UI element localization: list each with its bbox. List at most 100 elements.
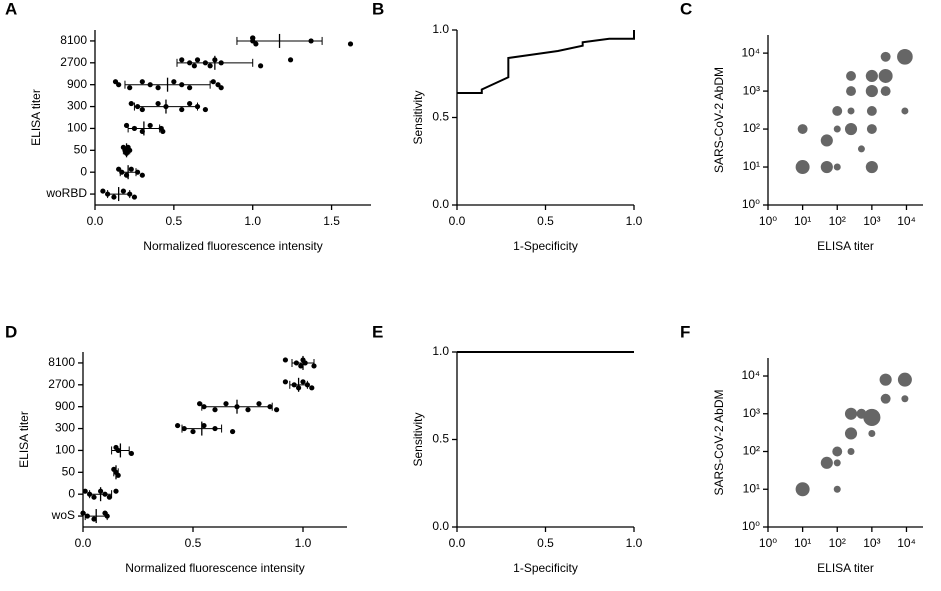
data-point	[113, 488, 119, 494]
bubble	[879, 373, 892, 386]
y-tick-label: woRBD	[45, 186, 87, 200]
bubble	[857, 145, 865, 153]
data-point	[139, 172, 145, 178]
data-point	[84, 513, 90, 519]
y-axis-label: Sensitivity	[411, 412, 425, 466]
data-point	[104, 513, 110, 519]
y-tick-label: 2700	[60, 55, 87, 69]
bubble	[844, 407, 858, 420]
data-point	[155, 100, 161, 107]
bubble	[795, 160, 810, 175]
data-point	[250, 35, 256, 41]
y-tick-label: 10⁰	[742, 197, 760, 211]
y-tick-label: 300	[67, 99, 87, 113]
y-tick-label: 2700	[48, 377, 75, 391]
bubble	[846, 71, 856, 81]
data-point	[190, 428, 196, 435]
data-point	[87, 491, 93, 497]
x-tick-label: 10⁴	[897, 536, 916, 550]
x-tick-label: 10⁰	[759, 536, 777, 550]
data-point	[139, 79, 145, 85]
y-tick-label: 100	[55, 443, 75, 457]
data-point	[291, 382, 297, 388]
data-point	[187, 100, 193, 107]
y-tick-label: 0.0	[432, 197, 449, 211]
data-point	[160, 128, 166, 135]
y-tick-label: 100	[67, 121, 87, 135]
bubble	[844, 122, 858, 136]
data-point	[309, 385, 315, 391]
bubble	[833, 125, 841, 133]
data-point	[179, 82, 185, 88]
bubble	[865, 85, 878, 98]
data-point	[230, 428, 236, 435]
bubble	[868, 429, 876, 437]
data-point	[245, 407, 251, 413]
data-point	[296, 385, 302, 391]
panel-label: A	[5, 0, 17, 18]
bubble	[833, 459, 841, 467]
y-tick-label: 0	[68, 486, 75, 500]
bubble	[820, 456, 833, 469]
bubble	[863, 408, 881, 426]
y-tick-label: 50	[74, 142, 88, 156]
data-point	[311, 363, 317, 369]
data-point	[82, 488, 88, 494]
x-tick-label: 10¹	[794, 536, 811, 550]
data-point	[134, 169, 141, 175]
data-point	[102, 491, 108, 497]
bubble	[832, 105, 843, 116]
bubble	[795, 482, 810, 497]
y-axis-label: ELISA titer	[17, 411, 31, 468]
data-point	[201, 422, 207, 429]
panel-label: C	[680, 0, 692, 18]
data-point	[91, 516, 97, 522]
panel-label: B	[372, 0, 384, 18]
bubble	[866, 105, 877, 116]
x-axis-label: Normalized fluorescence intensity	[125, 561, 304, 575]
x-tick-label: 10²	[829, 536, 846, 550]
data-point	[293, 360, 299, 366]
data-point	[131, 125, 138, 132]
data-point	[111, 194, 117, 200]
data-point	[100, 188, 106, 194]
data-point	[163, 103, 169, 110]
y-tick-label: 10³	[743, 406, 760, 420]
y-axis-label: ELISA titer	[29, 89, 43, 146]
panel-label: F	[680, 322, 690, 341]
data-point	[80, 510, 86, 516]
bubble	[880, 393, 891, 404]
data-point	[212, 57, 218, 63]
x-axis-label: ELISA titer	[817, 561, 874, 575]
bubble	[901, 107, 909, 115]
x-tick-label: 0.0	[87, 214, 104, 228]
y-tick-label: 10⁴	[741, 368, 760, 382]
data-point	[302, 360, 308, 366]
data-point	[308, 38, 314, 44]
bubble	[901, 395, 909, 403]
data-point	[212, 425, 218, 432]
data-point	[98, 488, 104, 494]
data-point	[256, 401, 262, 407]
data-point	[123, 172, 130, 178]
data-point	[123, 122, 130, 129]
x-tick-label: 0.5	[537, 214, 554, 228]
y-tick-label: 900	[55, 399, 75, 413]
x-tick-label: 0.5	[166, 214, 183, 228]
data-point	[139, 128, 145, 135]
bubble	[844, 427, 858, 440]
x-tick-label: 0.0	[449, 536, 466, 550]
data-point	[201, 404, 207, 410]
data-point	[116, 82, 122, 88]
y-axis-label: SARS-CoV-2 AbDM	[712, 67, 726, 173]
bubble	[897, 372, 912, 387]
data-point	[127, 147, 133, 153]
data-point	[194, 57, 201, 63]
bubble	[897, 48, 913, 65]
data-point	[197, 401, 203, 407]
data-point	[147, 122, 153, 129]
x-axis-label: ELISA titer	[817, 239, 874, 253]
x-tick-label: 1.0	[295, 536, 312, 550]
x-tick-label: 10¹	[794, 214, 811, 228]
bubble	[880, 51, 891, 62]
